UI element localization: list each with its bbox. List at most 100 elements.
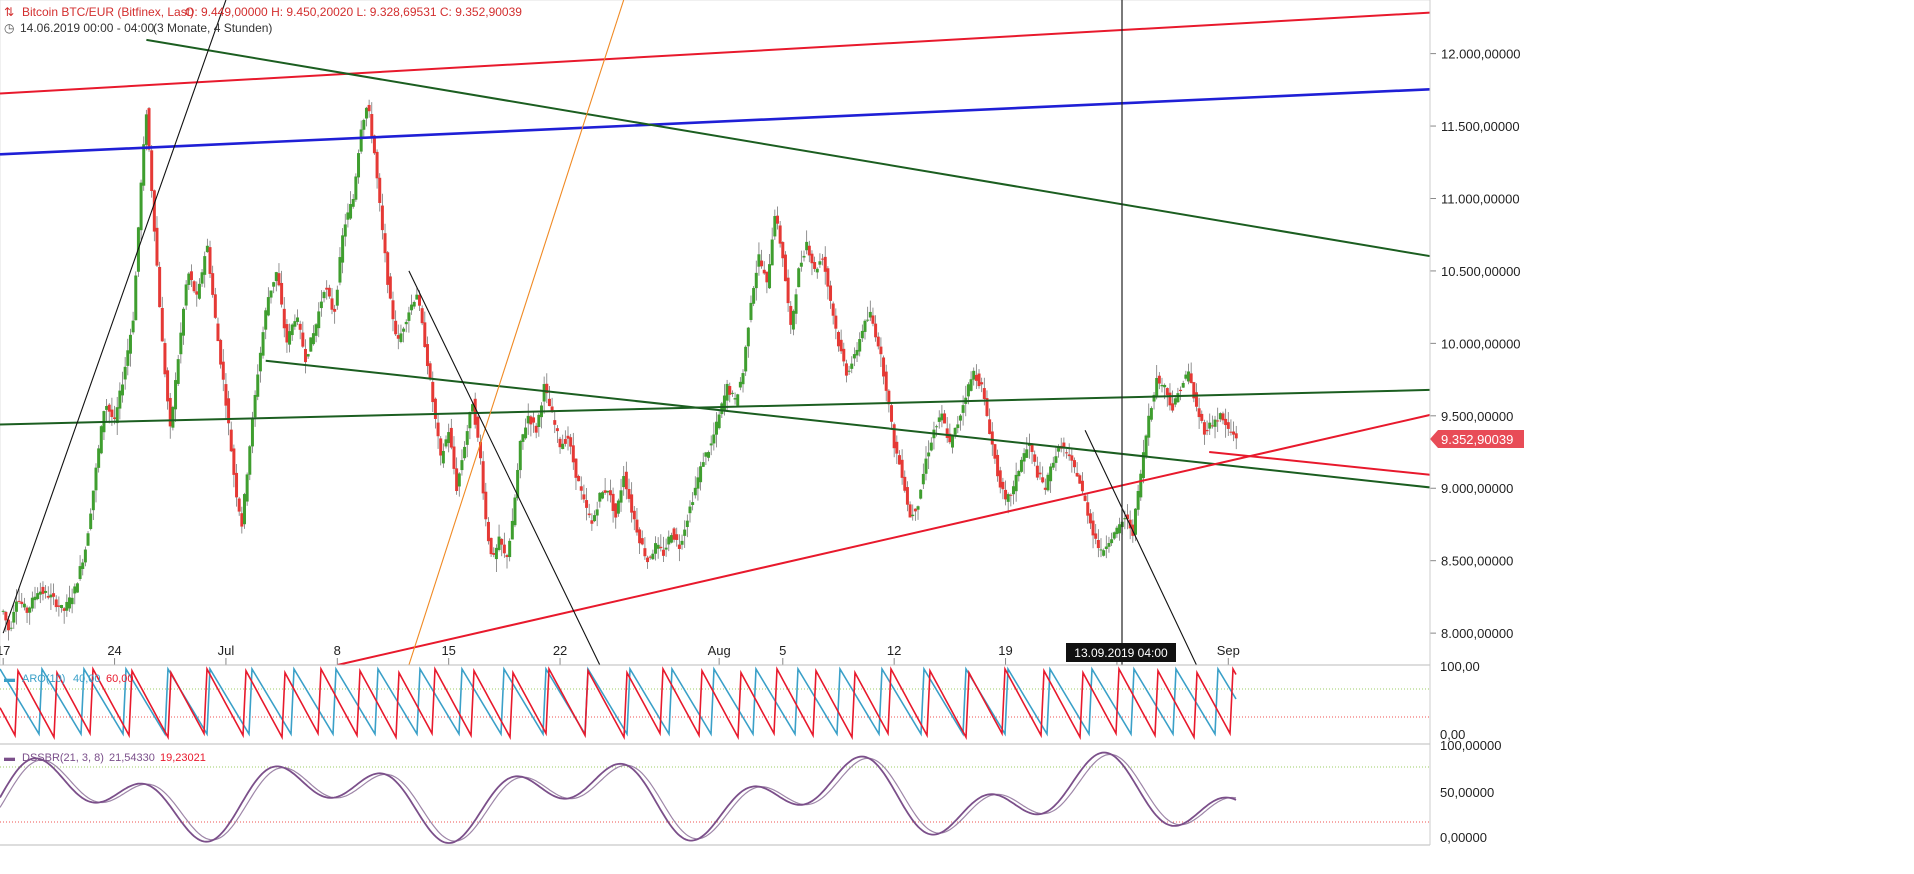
candle-up <box>444 439 448 447</box>
candle-up <box>797 268 801 288</box>
candle-up <box>1163 384 1167 388</box>
time-tick-label: 8 <box>334 643 341 658</box>
candle-down <box>1096 539 1100 549</box>
candle-up <box>616 500 620 514</box>
candle-down <box>380 205 384 231</box>
trend-line[interactable] <box>0 29 1914 156</box>
candle-down <box>775 215 779 224</box>
candle-up <box>1054 456 1058 463</box>
candle-down <box>648 556 652 558</box>
candle-down <box>1234 433 1238 439</box>
candle-up <box>1006 494 1010 502</box>
candle-down <box>632 510 636 520</box>
candle-down <box>484 491 488 520</box>
candle-up <box>404 321 408 325</box>
candle-down <box>237 498 241 512</box>
candle-down <box>529 416 533 425</box>
candle-down <box>1197 408 1201 418</box>
trend-line[interactable] <box>0 0 1914 95</box>
candle-down <box>659 546 663 549</box>
candle-up <box>187 273 191 285</box>
candle-up <box>248 446 252 475</box>
candle-down <box>502 544 506 554</box>
candle-up <box>1139 473 1143 498</box>
candle-up <box>126 350 130 366</box>
candle-down <box>993 444 997 459</box>
candle-down <box>298 323 302 330</box>
trend-line[interactable] <box>265 359 1914 632</box>
candle-up <box>752 288 756 304</box>
trend-line[interactable] <box>0 358 1914 426</box>
candle-down <box>394 320 398 335</box>
trend-line[interactable] <box>408 0 625 665</box>
candle-down <box>285 324 289 343</box>
candle-up <box>730 392 734 394</box>
candle-down <box>1224 418 1228 426</box>
candle-down <box>884 371 888 391</box>
trend-line[interactable] <box>1084 430 1197 665</box>
candle-down <box>219 339 223 365</box>
trend-line[interactable] <box>2 0 227 634</box>
candle-up <box>179 332 183 355</box>
time-tick-label: 24 <box>107 643 121 658</box>
candle-up <box>656 544 660 549</box>
candle-up <box>359 129 363 152</box>
aro-tick-0: 0,00 <box>1440 727 1465 742</box>
candle-up <box>537 414 541 427</box>
candle-up <box>131 320 135 333</box>
candle-up <box>937 417 941 422</box>
candle-down <box>213 294 217 318</box>
candle-down <box>57 605 61 607</box>
candle-up <box>916 506 920 510</box>
candle-down <box>301 332 305 347</box>
trend-line[interactable] <box>146 38 1914 480</box>
candle-up <box>134 275 138 321</box>
candle-down <box>433 398 437 419</box>
candle-up <box>83 549 87 563</box>
candle-up <box>852 354 856 359</box>
candle-up <box>712 434 716 444</box>
aro-legend-up: 40,00 <box>73 673 101 685</box>
candle-down <box>1210 425 1214 427</box>
candle-down <box>760 260 764 267</box>
trend-line[interactable] <box>337 112 1914 665</box>
chart-header: ⇅ Bitcoin BTC/EUR (Bitfinex, Last) O: 9.… <box>4 5 522 35</box>
candle-down <box>489 537 493 555</box>
candle-up <box>144 114 148 145</box>
candle-up <box>1102 550 1106 556</box>
candle-up <box>595 509 599 516</box>
candle-up <box>953 427 957 435</box>
dss-main-line <box>0 751 1237 844</box>
candle-down <box>550 406 554 413</box>
candle-up <box>38 591 42 595</box>
candle-down <box>874 323 878 338</box>
candle-down <box>1078 475 1082 484</box>
candle-down <box>996 454 1000 477</box>
candle-up <box>362 119 366 130</box>
candle-up <box>407 312 411 321</box>
candle-up <box>364 107 368 119</box>
price-tick-label: 8.500,00000 <box>1441 554 1513 569</box>
candle-up <box>121 384 125 396</box>
candle-down <box>227 398 231 424</box>
candle-up <box>30 597 34 609</box>
candle-down <box>1229 431 1233 433</box>
candle-up <box>733 398 737 400</box>
candle-down <box>762 269 766 274</box>
trend-line[interactable] <box>408 270 601 665</box>
candle-down <box>420 308 424 324</box>
candle-up <box>1017 470 1021 477</box>
candle-down <box>585 500 589 508</box>
candle-up <box>749 302 753 320</box>
trend-lines[interactable] <box>0 0 1914 665</box>
candle-up <box>1104 546 1108 550</box>
dss-legend-v2: 19,23021 <box>160 752 206 764</box>
candle-up <box>1149 408 1153 420</box>
time-tick-label: Sep <box>1217 643 1240 658</box>
price-tick-label: 10.500,00000 <box>1441 264 1521 279</box>
candle-up <box>1208 422 1212 429</box>
candle-up <box>598 492 602 502</box>
candle-up <box>306 354 310 357</box>
